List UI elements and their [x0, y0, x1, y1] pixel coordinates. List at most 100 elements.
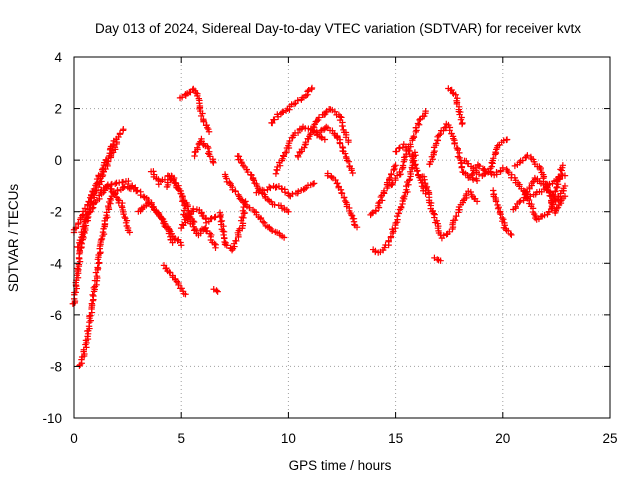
series-arc-29 [431, 254, 444, 264]
data-point [241, 199, 248, 207]
data-point [301, 144, 308, 151]
data-point [416, 174, 423, 181]
axis-ticks [73, 56, 611, 419]
series-arc-12 [176, 85, 213, 135]
data-point [116, 130, 124, 137]
data-point [210, 159, 217, 166]
data-point [481, 166, 488, 173]
data-point [473, 177, 481, 184]
series-arc-28 [419, 173, 444, 239]
data-point [543, 180, 551, 188]
data-point [420, 112, 428, 120]
data-point [458, 164, 465, 171]
data-point [309, 180, 317, 188]
data-point [76, 361, 84, 369]
data-point [310, 180, 318, 187]
data-point [94, 264, 101, 271]
data-point [440, 232, 447, 239]
data-point [97, 236, 105, 244]
series-arc-03 [76, 183, 140, 369]
data-point [497, 211, 504, 218]
data-point [260, 187, 268, 194]
data-point [314, 129, 321, 137]
data-point [468, 172, 475, 179]
series-arc-04 [74, 182, 133, 251]
data-point [134, 187, 141, 194]
data-point [271, 116, 278, 123]
data-point [75, 219, 82, 227]
data-point [437, 130, 444, 138]
data-point [226, 179, 233, 186]
data-point [285, 192, 293, 199]
data-point [184, 203, 191, 210]
data-point [561, 182, 569, 190]
data-point [317, 127, 325, 134]
data-point [414, 120, 422, 127]
data-point [178, 94, 186, 101]
data-point [311, 121, 318, 128]
data-point [79, 212, 86, 219]
data-point [386, 174, 394, 182]
series-arc-06 [135, 198, 185, 249]
data-point [507, 230, 514, 237]
data-point [496, 209, 504, 216]
series-arc-39 [521, 162, 567, 223]
data-point [388, 170, 395, 178]
data-point [340, 194, 348, 201]
data-point [549, 196, 557, 204]
data-point [161, 176, 169, 183]
data-point [206, 230, 214, 237]
data-point [281, 189, 289, 196]
data-point [99, 173, 106, 180]
data-point [114, 195, 122, 203]
x-tick-label: 10 [281, 431, 296, 446]
data-point [411, 149, 419, 156]
data-point [391, 163, 398, 170]
data-point [180, 207, 188, 214]
data-point [145, 198, 152, 206]
data-point [95, 259, 103, 266]
data-point [517, 197, 524, 205]
data-point [208, 214, 215, 222]
data-point [261, 219, 268, 226]
data-point [401, 193, 408, 200]
data-point [348, 211, 355, 219]
data-point [76, 258, 84, 265]
data-point [272, 184, 279, 191]
x-tick-label: 20 [495, 431, 510, 446]
data-point [90, 284, 97, 292]
x-tick-label: 25 [602, 431, 617, 446]
data-point [406, 176, 414, 183]
series-arc-22 [313, 123, 356, 177]
data-point [112, 180, 119, 188]
data-point [490, 155, 497, 162]
series-arc-13 [191, 135, 217, 166]
x-tick-label: 5 [177, 431, 185, 446]
data-point [167, 176, 174, 184]
data-point [304, 88, 311, 95]
data-point [452, 91, 459, 98]
data-point [392, 162, 399, 169]
data-point [280, 108, 287, 116]
data-point [446, 228, 453, 236]
data-point [194, 92, 201, 100]
data-point [372, 207, 380, 214]
data-point [223, 242, 230, 249]
data-point [182, 291, 189, 298]
data-point [274, 111, 281, 118]
data-point [165, 225, 173, 232]
data-point [499, 164, 506, 172]
data-point [240, 199, 247, 206]
data-points [69, 84, 569, 369]
data-point [111, 144, 119, 151]
data-point [407, 141, 414, 148]
series-arc-11 [177, 205, 219, 232]
data-point [390, 166, 397, 174]
data-point [399, 162, 407, 169]
data-point [397, 203, 405, 211]
data-point [178, 285, 185, 292]
series-arc-34 [465, 161, 506, 181]
data-point [389, 226, 396, 233]
series-arc-37 [510, 174, 569, 213]
data-point [161, 222, 168, 230]
